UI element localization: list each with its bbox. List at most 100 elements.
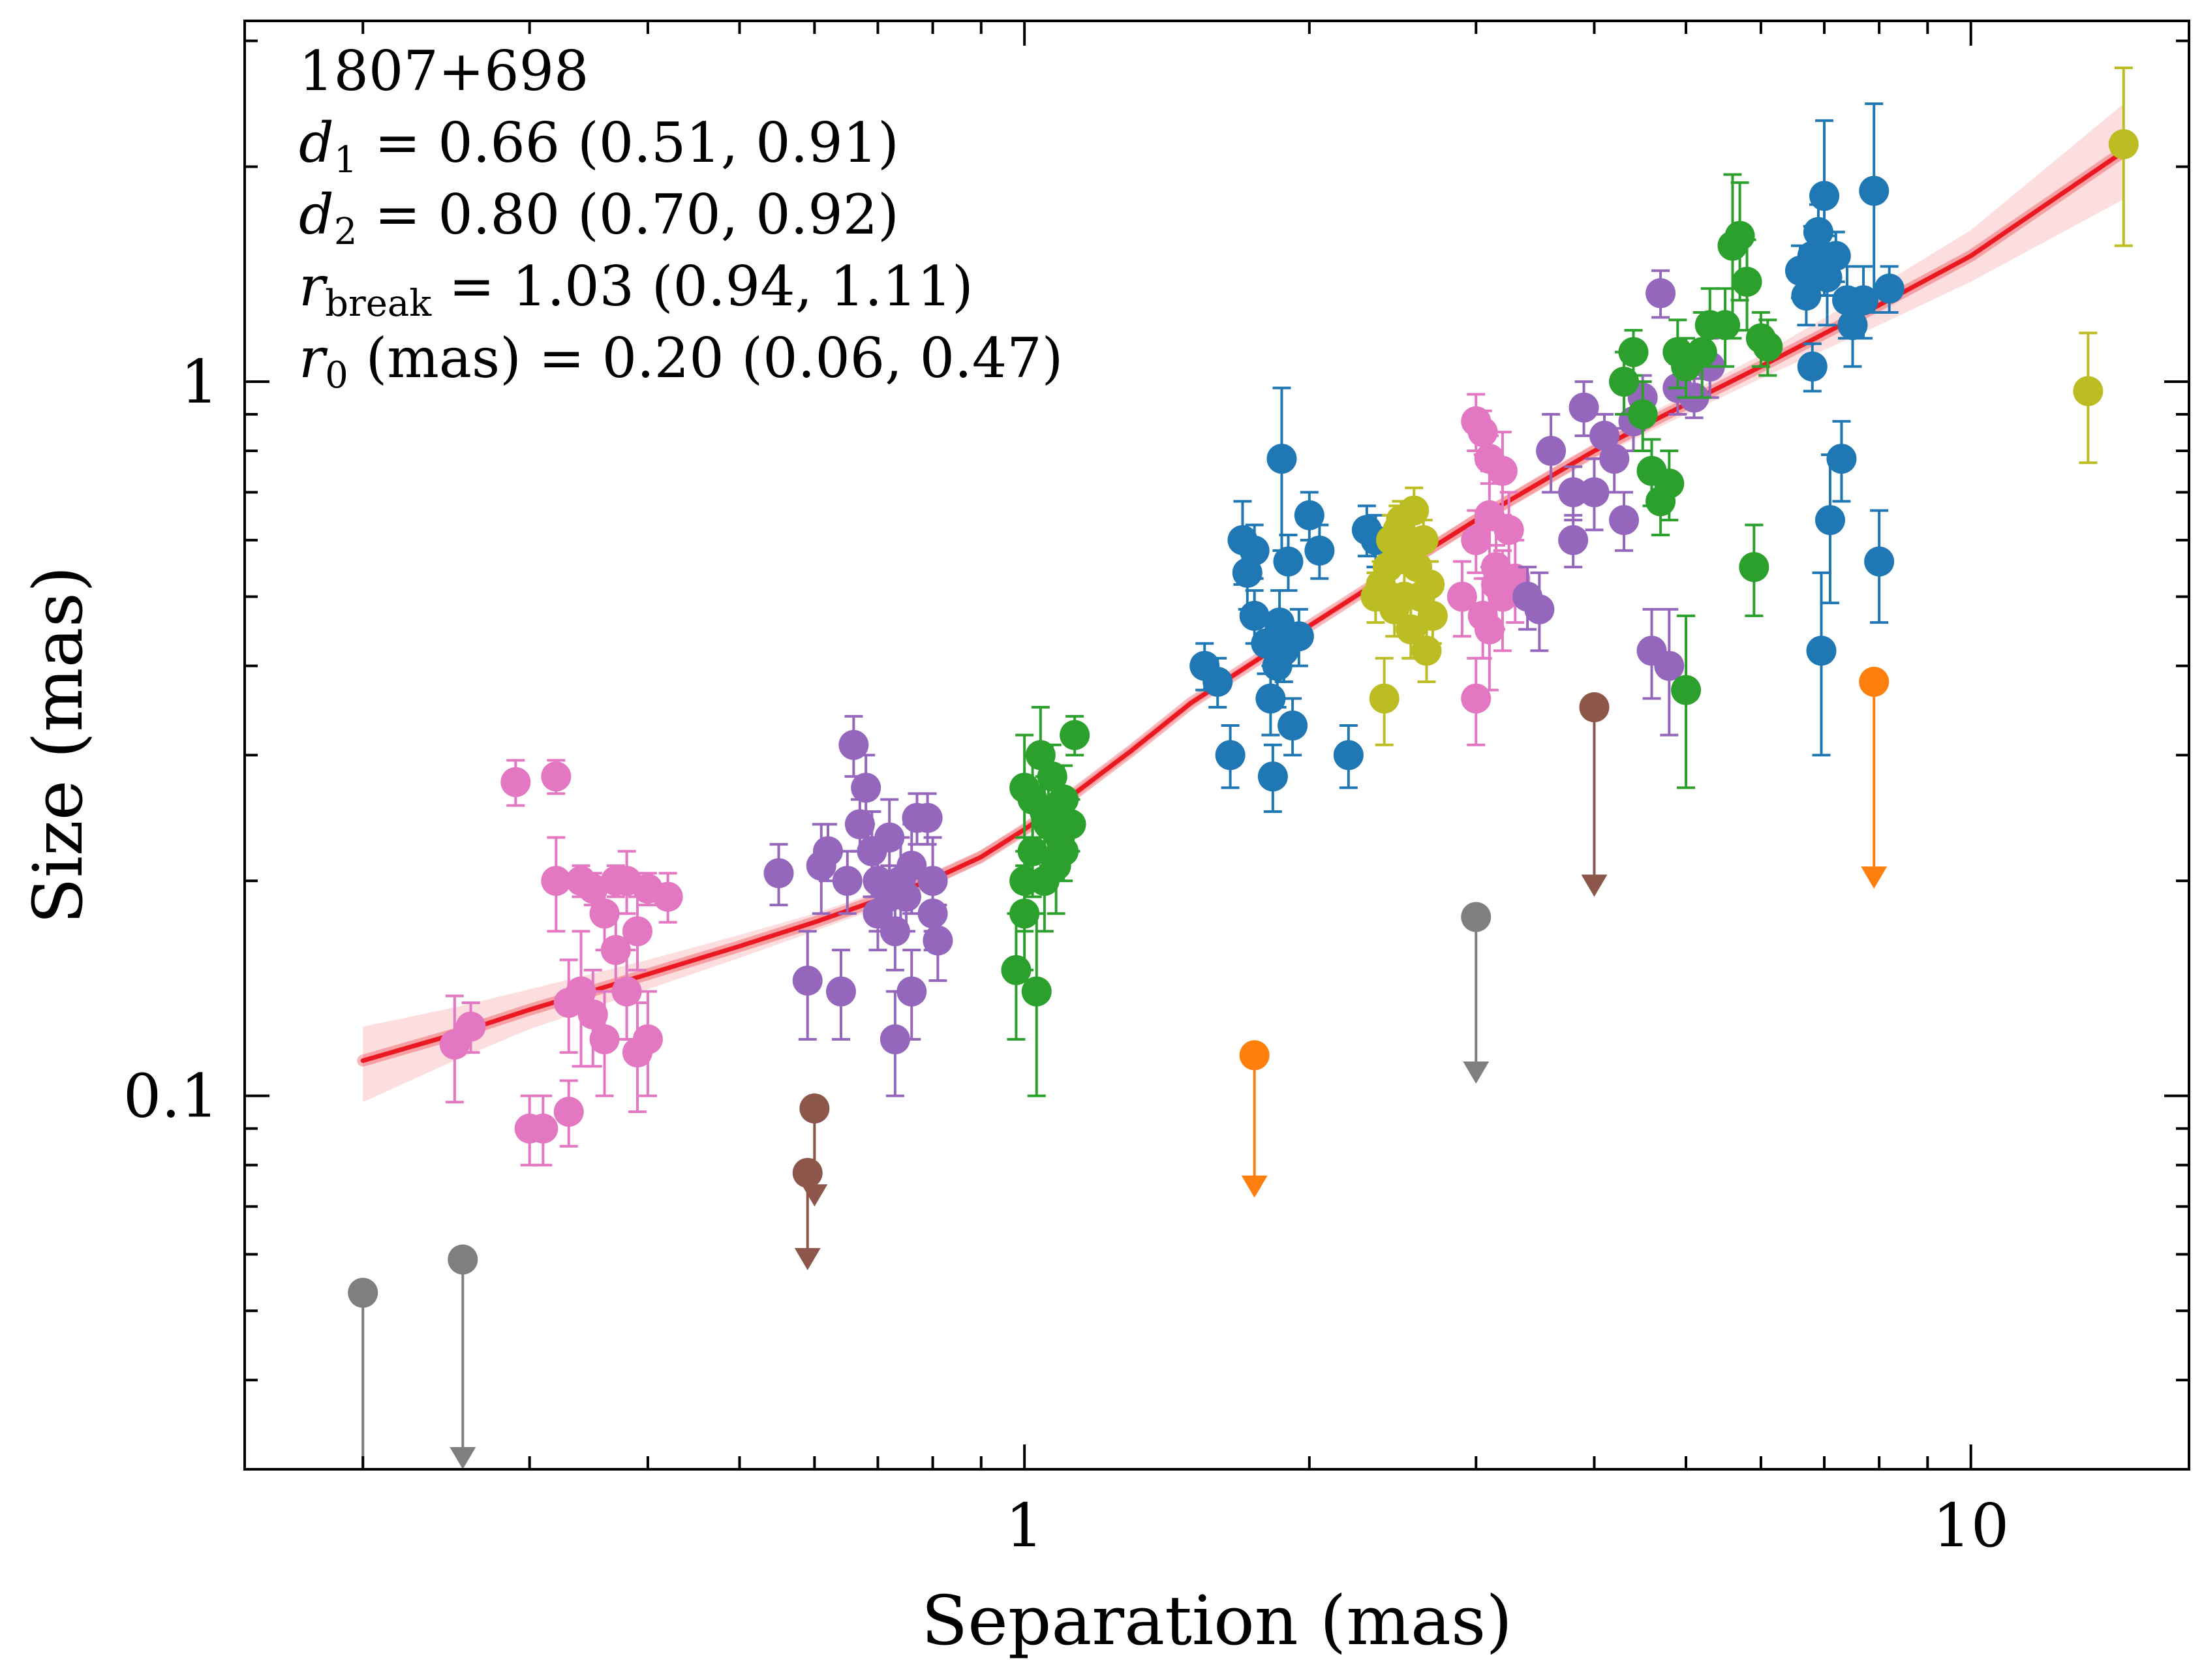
data-point <box>1239 535 1270 566</box>
upper-limit-point <box>448 1244 478 1275</box>
plot-area <box>348 67 2139 1469</box>
data-point <box>1579 477 1610 508</box>
upper-limit-arrow <box>1861 866 1888 889</box>
upper-limit-arrow <box>1241 1175 1268 1198</box>
data-point <box>577 999 608 1030</box>
upper-limit <box>792 1157 823 1270</box>
data-point <box>1859 176 1890 206</box>
upper-limit <box>448 1244 478 1469</box>
data-point <box>1304 535 1335 566</box>
data-point <box>1278 710 1308 741</box>
data-point <box>1739 552 1769 583</box>
fit-annotation: 1807+698 d1 = 0.66 (0.51, 0.91) d2 = 0.8… <box>299 39 1063 397</box>
y-tick-label: 0.1 <box>123 1061 219 1131</box>
upper-limit <box>799 1093 830 1207</box>
fit-uncertainty-band <box>363 104 2124 1103</box>
data-point <box>1671 675 1702 705</box>
data-point <box>1239 600 1270 631</box>
upper-limit <box>1239 1040 1270 1198</box>
data-point <box>1803 217 1833 247</box>
upper-limit-arrow <box>1463 1061 1490 1084</box>
data-point <box>1411 635 1442 666</box>
data-point <box>1809 181 1840 211</box>
series-olive <box>1360 67 2139 746</box>
data-point <box>632 1024 663 1054</box>
y-axis-title: Size (mas) <box>18 566 98 924</box>
data-point <box>1874 273 1905 304</box>
data-point <box>1415 569 1445 600</box>
x-axis-title: Separation (mas) <box>921 1581 1512 1660</box>
data-point <box>1493 515 1524 545</box>
data-point <box>1266 444 1297 474</box>
upper-limit-point <box>1859 666 1890 697</box>
series-green <box>1001 173 1783 1097</box>
series-blue <box>1189 102 1905 814</box>
data-point <box>1752 331 1783 362</box>
data-point <box>896 976 927 1007</box>
data-point <box>1724 221 1755 251</box>
data-point <box>763 858 794 889</box>
data-point <box>1399 495 1430 526</box>
data-point <box>1826 444 1857 474</box>
data-point <box>1487 455 1518 486</box>
data-point <box>553 1097 584 1127</box>
data-point <box>1687 337 1717 367</box>
data-point <box>792 965 823 996</box>
data-point <box>1645 278 1676 309</box>
axis-ticks <box>245 21 2189 1471</box>
data-point <box>1524 594 1555 624</box>
data-point <box>611 976 642 1007</box>
data-point <box>1806 635 1837 666</box>
x-tick-label: 10 <box>1933 1491 2009 1561</box>
annot-d1: d1 = 0.66 (0.51, 0.91) <box>299 111 899 181</box>
data-point <box>1333 740 1364 771</box>
data-point <box>1569 392 1599 423</box>
data-point <box>1283 621 1314 652</box>
data-point <box>600 935 631 966</box>
data-point <box>652 881 683 912</box>
data-point <box>1461 683 1492 714</box>
data-point <box>541 866 572 896</box>
data-point <box>1257 761 1288 792</box>
data-point <box>1627 399 1658 430</box>
data-point <box>896 850 927 881</box>
data-point <box>1408 525 1439 555</box>
data-point <box>1820 241 1851 271</box>
upper-limit-point <box>1239 1040 1270 1071</box>
data-point <box>2108 129 2139 160</box>
data-point <box>912 802 943 833</box>
upper-limit <box>1579 692 1610 897</box>
data-point <box>2073 376 2104 406</box>
data-point <box>566 976 596 1007</box>
data-point <box>891 881 921 912</box>
data-point <box>1536 436 1567 466</box>
data-point <box>1814 505 1845 536</box>
data-point <box>851 772 881 803</box>
data-point <box>1273 546 1304 577</box>
data-point <box>1654 468 1685 499</box>
data-point <box>1618 337 1649 367</box>
source-name: 1807+698 <box>299 39 589 103</box>
data-point <box>528 1113 559 1144</box>
data-point <box>589 1024 620 1054</box>
data-point <box>1446 581 1477 612</box>
data-point <box>917 898 948 929</box>
data-point <box>1732 266 1762 297</box>
series-pink <box>439 393 1531 1167</box>
data-point <box>1255 683 1286 714</box>
upper-limit <box>1461 902 1492 1084</box>
data-point <box>1021 976 1052 1007</box>
upper-limit <box>1859 666 1890 889</box>
x-tick-label: 1 <box>1005 1491 1044 1561</box>
data-point <box>622 916 652 947</box>
upper-limit-point <box>348 1277 378 1308</box>
data-point <box>1056 809 1086 840</box>
series-purple <box>763 269 1725 1097</box>
data-point <box>1654 650 1685 681</box>
data-point <box>1294 500 1324 530</box>
data-point <box>1609 505 1640 536</box>
upper-limit-arrow <box>794 1247 821 1270</box>
data-point <box>589 898 620 929</box>
data-point <box>1467 417 1498 448</box>
